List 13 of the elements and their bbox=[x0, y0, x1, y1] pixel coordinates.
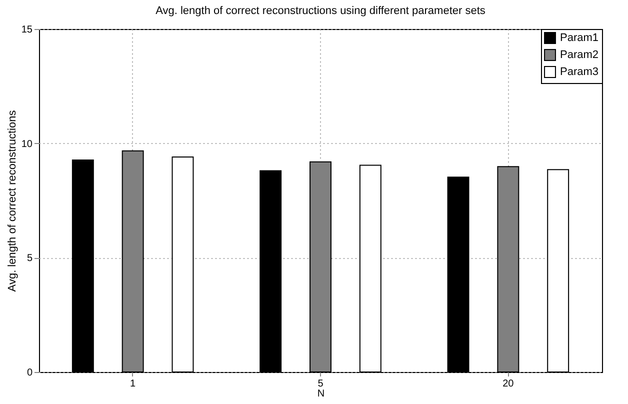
y-tick-label: 5 bbox=[26, 253, 33, 264]
y-tick-label: 0 bbox=[26, 368, 33, 378]
x-tick-label: 1 bbox=[130, 378, 136, 390]
x-tick-label: 20 bbox=[502, 378, 514, 390]
y-tick-label: 10 bbox=[21, 138, 33, 150]
x-axis-title: N bbox=[317, 388, 325, 400]
legend-label: Param1 bbox=[560, 32, 599, 44]
y-tick-label: 15 bbox=[21, 24, 33, 36]
x-tick-label: 5 bbox=[318, 378, 324, 390]
legend-label: Param3 bbox=[560, 66, 599, 78]
y-axis-title: Avg. length of correct reconstructions bbox=[6, 110, 18, 292]
legend-label: Param2 bbox=[560, 49, 599, 61]
chart-title: Avg. length of correct reconstructions using different parameter sets bbox=[156, 5, 486, 17]
